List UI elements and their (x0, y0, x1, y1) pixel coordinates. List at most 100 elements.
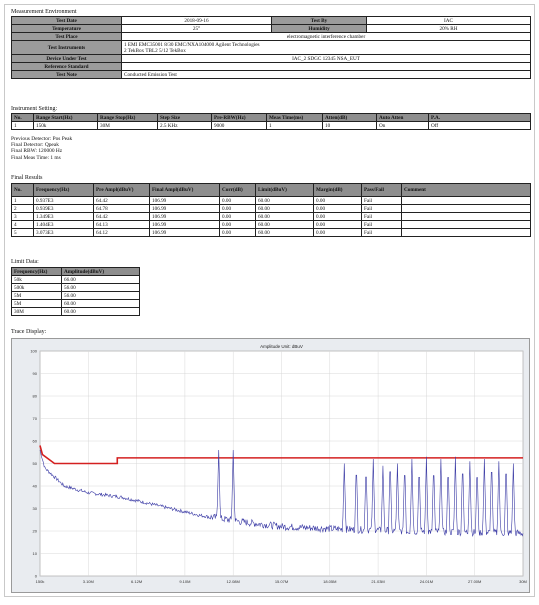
env-heading: Measurement Environment (11, 9, 77, 15)
y-tick-label: 0 (35, 574, 38, 579)
settings-column-header: Pre-RBW(Hz) (211, 113, 267, 122)
dut-value: IAC_2 SDGC 12345 NSA_EUT (121, 54, 531, 63)
limit-column-header: Amplitude(dBuV) (61, 267, 140, 276)
y-tick-label: 40 (33, 484, 38, 489)
limit-row: 500k 56.00 (11, 283, 140, 292)
final-cell: Fail (361, 204, 402, 213)
final-cell: 106.99 (149, 212, 220, 221)
final-cell: 3 (11, 212, 34, 221)
final-cell: 5 (11, 228, 34, 237)
final-cell: 0.00 (219, 220, 256, 229)
final-cell: 1.404E3 (33, 220, 94, 229)
note-line: Final Detector: Qpeak (11, 142, 59, 149)
final-column-header: No. (11, 183, 34, 197)
detector-notes: Previous Detector: Pos Peak Final Detect… (11, 136, 72, 161)
limit-row: 50k 66.00 (11, 275, 140, 284)
final-cell: 60.00 (255, 204, 314, 213)
final-row: 3 1.349E3 64.42 106.99 0.00 60.00 0.00 Fail (11, 212, 531, 221)
limit-cell: 5M (11, 299, 62, 308)
final-cell: Fail (361, 220, 402, 229)
x-tick-label: 150k (36, 579, 45, 584)
final-cell: 60.00 (255, 212, 314, 221)
trace-chart-svg: Amplitude Unit: dBuV10090807060504030201… (30, 344, 527, 584)
x-tick-label: 9.10M (179, 579, 190, 584)
final-cell: 0.939E3 (33, 204, 94, 213)
final-cell: 0.00 (219, 196, 256, 205)
y-tick-label: 30 (33, 506, 38, 511)
x-tick-label: 27.00M (468, 579, 481, 584)
settings-column-header: Range Stop(Hz) (97, 113, 158, 122)
final-cell: 2 (11, 204, 34, 213)
limit-cell: 60.00 (61, 299, 140, 308)
final-cell: 0.00 (219, 212, 256, 221)
x-tick-label: 24.01M (420, 579, 433, 584)
limit-cell: 50k (11, 275, 62, 284)
settings-column-header: Step Size (157, 113, 212, 122)
test-date-label: Test Date (11, 16, 122, 25)
y-tick-label: 100 (30, 349, 37, 354)
final-cell: 106.99 (149, 228, 220, 237)
limit-data-heading: Limit Data: (11, 259, 39, 265)
final-column-header: Corr(dB) (219, 183, 256, 197)
final-cell (401, 228, 531, 237)
final-column-header: Limit(dBuV) (255, 183, 314, 197)
reference-standard-value (121, 62, 531, 71)
x-tick-label: 15.07M (275, 579, 288, 584)
final-cell: 64.42 (93, 212, 150, 221)
settings-column-header: Atten(dB) (322, 113, 377, 122)
environment-table: Test Date 2018-09-16 Test By IAC Tempera… (11, 16, 531, 79)
final-cell (401, 196, 531, 205)
settings-cell: 30M (97, 121, 158, 130)
test-by-label: Test By (271, 16, 367, 25)
final-cell: 1 (11, 196, 34, 205)
final-row: 2 0.939E3 64.78 106.99 0.00 60.00 0.00 Fail (11, 204, 531, 213)
test-note-value: Conducted Emission Test (121, 70, 531, 79)
limit-cell: 30M (11, 307, 62, 316)
final-cell: 60.00 (255, 196, 314, 205)
x-tick-label: 6.12M (131, 579, 142, 584)
settings-cell: 1 (11, 121, 34, 130)
final-results-heading: Final Results (11, 175, 43, 181)
settings-cell: 9000 (211, 121, 267, 130)
settings-cell: Off (428, 121, 531, 130)
x-tick-label: 18.05M (323, 579, 336, 584)
humidity-value: 20% RH (366, 24, 531, 33)
settings-cell: 1 (266, 121, 323, 130)
test-note-label: Test Note (11, 70, 122, 79)
instrument-line: 2 TekBox TBL2 5/12 TekBox (124, 47, 186, 54)
limit-line (39, 445, 523, 465)
final-row: 1 0.937E3 64.42 106.99 0.00 60.00 0.00 Fail (11, 196, 531, 205)
final-cell: 0.00 (219, 204, 256, 213)
note-line: Final Meas Time: 1 ms (11, 154, 61, 161)
final-cell: 1.349E3 (33, 212, 94, 221)
limit-data-table: Frequency(Hz) Amplitude(dBuV) 50k 66.00 500… (11, 267, 140, 316)
final-cell: 60.00 (255, 220, 314, 229)
final-results-table: No. Frequency(Hz) Pre Ampl(dBuV) Final Ampl… (11, 183, 531, 237)
limit-cell: 60.00 (61, 307, 140, 316)
limit-cell: 5M (11, 291, 62, 300)
settings-column-header: Meas Time(ms) (266, 113, 323, 122)
final-cell: 64.12 (93, 228, 150, 237)
final-cell: Fail (361, 196, 402, 205)
final-cell: 0.00 (313, 196, 362, 205)
trace-chart: Amplitude Unit: dBuV 100 90 80 70 60 50 40 30 20 1… (11, 338, 530, 593)
y-tick-label: 10 (33, 551, 38, 556)
final-cell: Fail (361, 228, 402, 237)
test-place-value: electromagnetic interference chamber (121, 32, 531, 41)
final-cell: 106.99 (149, 220, 220, 229)
measurement-trace (39, 449, 524, 537)
final-column-header: Comment (401, 183, 531, 197)
dut-label: Device Under Test (11, 54, 122, 63)
final-cell: 64.42 (93, 196, 150, 205)
x-tick-label: 30M (519, 579, 527, 584)
final-cell: 64.78 (93, 204, 150, 213)
limit-row: 5M 56.00 (11, 291, 140, 300)
temperature-label: Temperature (11, 24, 122, 33)
final-cell: 3.073E3 (33, 228, 94, 237)
test-date-value: 2018-09-16 (121, 16, 272, 25)
final-cell: 64.13 (93, 220, 150, 229)
trace-heading: Trace Display: (11, 329, 47, 335)
settings-cell: 10 (322, 121, 377, 130)
final-row: 4 1.404E3 64.13 106.99 0.00 60.00 0.00 Fail (11, 220, 531, 229)
final-cell (401, 212, 531, 221)
